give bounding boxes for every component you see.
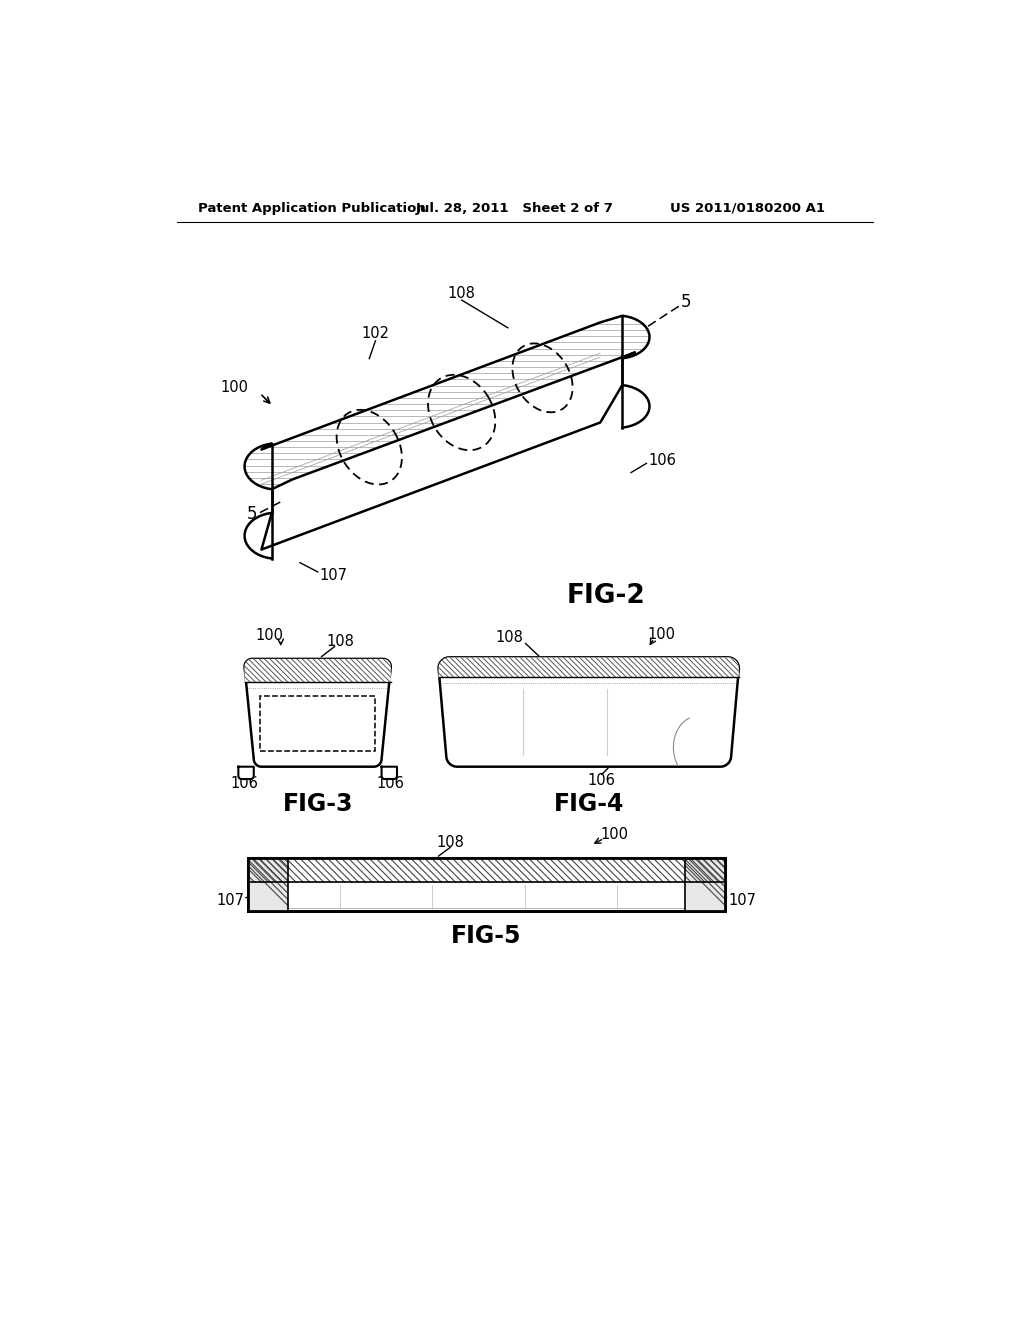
Bar	[248, 858, 288, 911]
Text: 100: 100	[220, 380, 249, 396]
Text: 107: 107	[319, 568, 347, 583]
Text: Jul. 28, 2011   Sheet 2 of 7: Jul. 28, 2011 Sheet 2 of 7	[416, 202, 613, 215]
Text: FIG-5: FIG-5	[451, 924, 521, 948]
Text: 108: 108	[327, 634, 354, 648]
Text: 107: 107	[216, 894, 245, 908]
Text: 107: 107	[728, 894, 756, 908]
Text: 108: 108	[436, 834, 464, 850]
Text: FIG-3: FIG-3	[283, 792, 353, 816]
Polygon shape	[245, 315, 649, 490]
Polygon shape	[438, 657, 739, 767]
Polygon shape	[245, 352, 649, 558]
Polygon shape	[245, 659, 391, 682]
Text: FIG-2: FIG-2	[567, 582, 646, 609]
Bar	[248, 858, 725, 882]
Text: 106: 106	[377, 776, 404, 791]
Text: Patent Application Publication: Patent Application Publication	[199, 202, 426, 215]
Text: 100: 100	[255, 628, 284, 643]
Text: 108: 108	[447, 285, 475, 301]
Bar	[685, 858, 725, 911]
Text: 106: 106	[648, 453, 676, 467]
Polygon shape	[239, 767, 254, 779]
Polygon shape	[382, 767, 397, 779]
Bar	[248, 858, 725, 911]
Text: 5: 5	[247, 506, 258, 523]
Text: 5: 5	[681, 293, 691, 310]
Text: 102: 102	[361, 326, 389, 342]
Text: 100: 100	[600, 826, 628, 842]
Text: 108: 108	[496, 630, 523, 645]
Text: US 2011/0180200 A1: US 2011/0180200 A1	[670, 202, 824, 215]
Text: 106: 106	[230, 776, 258, 791]
Polygon shape	[438, 657, 739, 677]
Polygon shape	[245, 659, 391, 767]
Text: 100: 100	[648, 627, 676, 642]
Text: FIG-4: FIG-4	[554, 792, 624, 816]
Text: 106: 106	[588, 774, 615, 788]
Bar	[260, 696, 376, 751]
